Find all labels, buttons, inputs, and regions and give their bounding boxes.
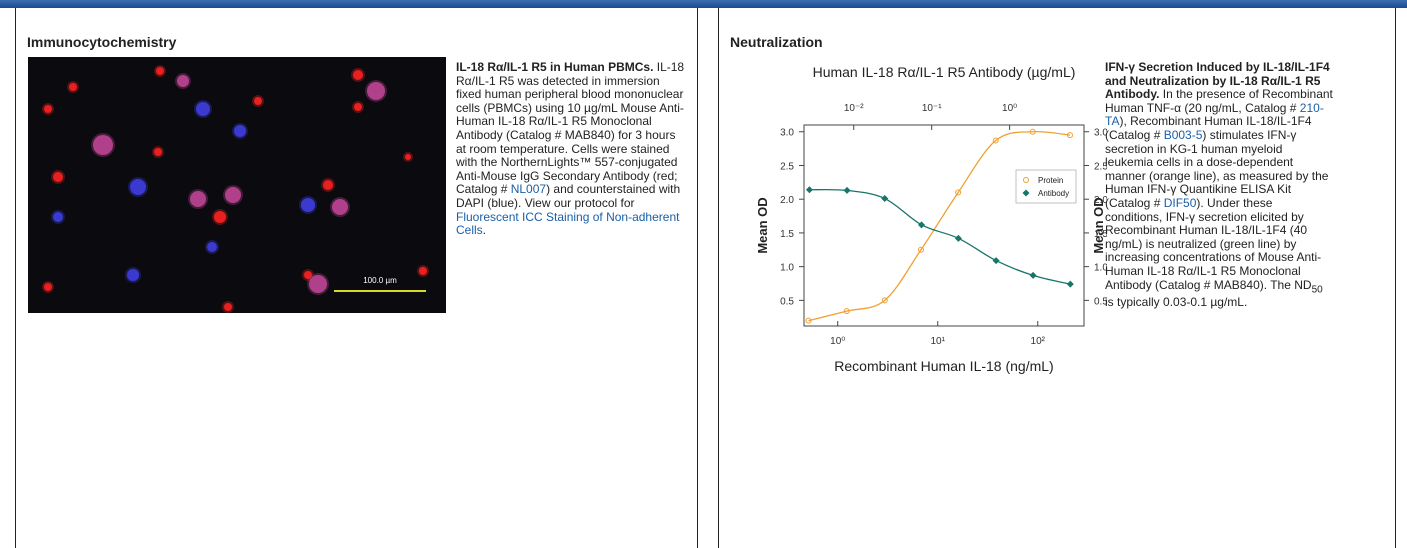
- body: Immunocytochemistry 100.0 µm IL-18 Rα/IL…: [0, 0, 1407, 548]
- x2-tick-label: 10⁰: [1002, 103, 1017, 114]
- x-axis-title: Recombinant Human IL-18 (ng/mL): [834, 358, 1053, 374]
- x-tick-label: 10²: [1031, 336, 1046, 347]
- legend-box: [1016, 170, 1076, 203]
- page: {"panels": [ {"title": "Immunocytochemis…: [0, 0, 1407, 548]
- micrograph: 100.0 µm: [28, 57, 446, 313]
- y-tick-label: 2.5: [780, 161, 794, 172]
- panel-title: Immunocytochemistry: [27, 34, 176, 50]
- point: [955, 235, 962, 242]
- point: [918, 221, 925, 228]
- x-tick-label: 10¹: [931, 336, 946, 347]
- y-tick-label: 1.5: [780, 229, 794, 240]
- y-tick-label: 3.0: [780, 128, 794, 139]
- panel-title: Neutralization: [730, 34, 823, 50]
- chart: Human IL-18 Rα/IL-1 R5 Antibody (µg/mL) R…: [719, 55, 1107, 385]
- legend-label: Protein: [1038, 176, 1063, 185]
- caption: IFN-γ Secretion Induced by IL-18/IL-1F4 …: [1105, 61, 1333, 310]
- legend-label: Antibody: [1038, 189, 1069, 198]
- point: [1067, 281, 1074, 288]
- point: [881, 195, 888, 202]
- link[interactable]: Fluorescent ICC Staining of Non-adherent…: [456, 210, 679, 238]
- x2-tick-label: 10⁻¹: [922, 103, 942, 114]
- point: [844, 187, 851, 194]
- point: [993, 257, 1000, 264]
- link[interactable]: NL007: [511, 182, 546, 196]
- icc-panel: Immunocytochemistry 100.0 µm IL-18 Rα/IL…: [15, 8, 698, 548]
- y-axis-title: Mean OD: [755, 197, 770, 253]
- x2-tick-label: 10⁻²: [844, 103, 864, 114]
- fit-line: [808, 132, 1069, 321]
- y-tick-label: 1.0: [780, 263, 794, 274]
- subscript: 50: [1312, 284, 1323, 295]
- link[interactable]: DIF50: [1164, 196, 1197, 210]
- point: [806, 186, 813, 193]
- point: [1030, 272, 1037, 279]
- x-tick-label: 10⁰: [830, 336, 845, 347]
- caption-text: ). Under these conditions, IFN-γ secreti…: [1105, 196, 1321, 292]
- link[interactable]: B003-5: [1164, 128, 1203, 142]
- caption: IL-18 Rα/IL-1 R5 in Human PBMCs. IL-18 R…: [456, 61, 688, 238]
- fit-line: [809, 190, 1070, 285]
- scale-bar-label: 100.0 µm: [363, 276, 397, 285]
- y-tick-label: 0.5: [780, 296, 794, 307]
- caption-text: .: [483, 223, 486, 237]
- caption-text: is typically 0.03-0.1 µg/mL.: [1105, 295, 1247, 309]
- caption-heading: IL-18 Rα/IL-1 R5 in Human PBMCs.: [456, 60, 653, 74]
- neutralization-panel: Neutralization Human IL-18 Rα/IL-1 R5 An…: [718, 8, 1396, 548]
- y-tick-label: 2.0: [780, 195, 794, 206]
- top-bar: [0, 0, 1407, 8]
- caption-text: IL-18 Rα/IL-1 R5 was detected in immersi…: [456, 60, 684, 196]
- x2-axis-title: Human IL-18 Rα/IL-1 R5 Antibody (µg/mL): [813, 64, 1076, 80]
- plot-frame: [804, 125, 1084, 326]
